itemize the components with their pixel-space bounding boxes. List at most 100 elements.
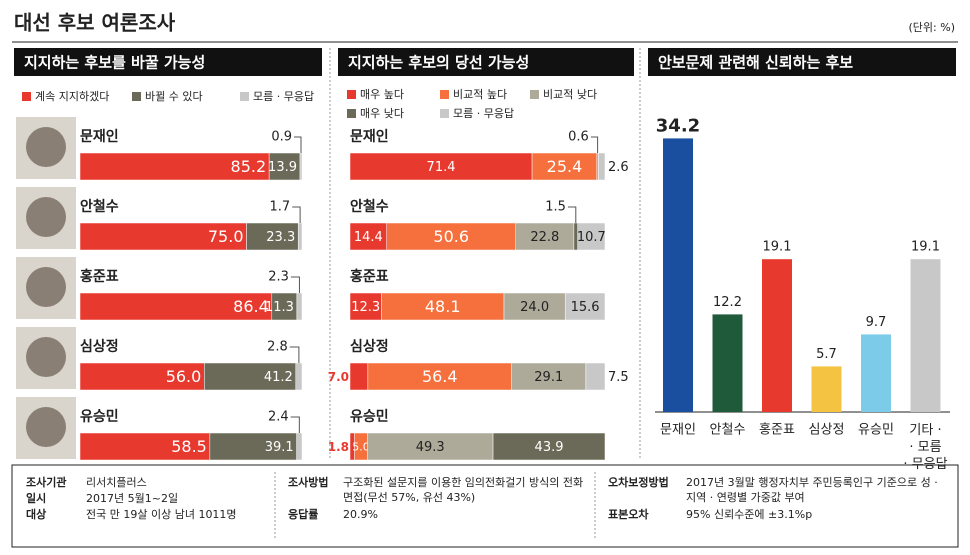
legend-swatch: [347, 90, 356, 99]
legend-swatch: [132, 92, 141, 101]
bar-segment: [79, 432, 211, 461]
panel-header: [648, 48, 956, 76]
bar-segment: [271, 292, 298, 321]
legend-label: 계속 지지하겠다: [35, 89, 109, 103]
footer-label: 표본오차: [608, 508, 649, 521]
value-label: 2.4: [268, 410, 289, 425]
legend-label: 매우 높다: [360, 88, 404, 101]
value-label: 86.4: [233, 297, 269, 316]
x-tick-label: 안철수: [710, 423, 746, 438]
leader-line: [290, 276, 300, 293]
value-label: 9.7: [866, 315, 887, 330]
footer-text: 2017년 3월말 행정자치부 주민등록인구 기준으로 성 · 지역 · 연령별…: [686, 476, 938, 504]
legend-label: 비교적 높다: [453, 88, 507, 101]
candidate-photo: [26, 407, 66, 447]
leader-line: [289, 346, 300, 363]
legend-swatch: [347, 109, 356, 118]
bar-segment: [503, 292, 566, 321]
x-tick-label: 기타 · · 모름 · 무응답: [903, 423, 947, 472]
footer-text: 전국 만 19살 이상 남녀 1011명: [86, 508, 237, 521]
bar-segment: [531, 152, 598, 181]
value-label: 85.2: [231, 157, 267, 176]
bar-segment: [381, 292, 505, 321]
bar-segment: [295, 362, 303, 391]
bar: [861, 334, 891, 412]
candidate-name: 홍준표: [350, 268, 389, 285]
bar-segment: [598, 152, 606, 181]
footer-text: 95% 신뢰수준에 ±3.1%p: [686, 508, 813, 521]
footer-item: 조사방법 구조화된 설문지를 이용한 임의전화걸기 방식의 전화면접(무선 57%…: [280, 475, 590, 505]
candidate-photo: [26, 267, 66, 307]
footer-text: 2017년 5월1~2일: [86, 492, 179, 505]
value-label: 10.7: [577, 230, 606, 245]
candidate-name: 안철수: [350, 198, 389, 215]
bar-segment: [204, 362, 297, 391]
bar-segment: [585, 362, 606, 391]
value-label: 5.7: [816, 347, 837, 362]
value-label: 50.6: [433, 227, 469, 246]
legend-swatch: [440, 109, 449, 118]
value-label: 2.6: [608, 160, 629, 175]
value-label: 1.7: [270, 200, 291, 215]
candidate-photo: [26, 197, 66, 237]
footer-label: 응답률: [288, 508, 319, 521]
value-label: 11.3: [265, 300, 294, 315]
bar-segment: [79, 222, 247, 251]
candidate-name: 문재인: [80, 128, 119, 145]
x-tick-label: 문재인: [660, 423, 696, 438]
footer-item: 응답률 20.9%: [280, 507, 590, 522]
bar-segment: [296, 292, 303, 321]
bar-segment: [367, 362, 512, 391]
value-label: 22.8: [530, 230, 559, 245]
value-label: 5.0: [352, 441, 370, 454]
leader-line: [290, 416, 300, 433]
value-label: 48.1: [425, 297, 461, 316]
value-label: 29.1: [534, 370, 563, 385]
legend-label: 바뀔 수 있다: [145, 90, 203, 103]
value-label: 0.9: [271, 130, 292, 145]
value-label: 2.3: [268, 270, 289, 285]
legend-label: 비교적 낮다: [543, 88, 597, 101]
bar-segment: [297, 222, 303, 251]
footer-item: 일시 2017년 5월1~2일: [18, 491, 273, 506]
candidate-name: 안철수: [80, 198, 119, 215]
bar-segment: [515, 222, 575, 251]
value-label: 1.8: [328, 440, 349, 454]
legend-swatch: [440, 90, 449, 99]
bar-segment: [564, 292, 606, 321]
value-label: 7.0: [328, 370, 349, 384]
value-label: 24.0: [520, 300, 549, 315]
leader-line: [292, 206, 301, 223]
footer-box: [11, 464, 959, 548]
panel-header: [14, 48, 322, 76]
footer-item: 표본오차 95% 신뢰수준에 ±3.1%p: [600, 507, 950, 522]
value-label: 1.5: [545, 200, 566, 215]
bar-segment: [299, 152, 303, 181]
bar: [762, 259, 792, 412]
bar: [811, 366, 842, 412]
bar-segment: [492, 432, 606, 461]
footer-item: 대상 전국 만 19살 이상 남녀 1011명: [18, 507, 273, 522]
panel-title: 안보문제 관련해 신뢰하는 후보: [658, 54, 853, 72]
panel-header: [338, 48, 634, 76]
candidate-name: 심상정: [350, 338, 389, 355]
panel-title: 지지하는 후보의 당선 가능성: [348, 54, 529, 72]
footer-text: 리서치플러스: [86, 476, 147, 489]
bar-segment: [79, 152, 270, 181]
value-label: 56.4: [422, 367, 458, 386]
value-label: 12.3: [351, 300, 380, 315]
value-label: 56.0: [166, 367, 202, 386]
bar: [663, 138, 693, 412]
value-label: 34.2: [656, 115, 700, 136]
legend-swatch: [22, 92, 31, 101]
leader-line: [590, 136, 599, 153]
value-label: 7.5: [608, 370, 629, 385]
legend-label: 모름 · 무응답: [453, 107, 514, 120]
legend-label: 매우 낮다: [360, 107, 404, 120]
candidate-name: 유승민: [80, 408, 119, 425]
footer-label: 오차보정방법: [608, 476, 669, 489]
bar-segment: [209, 432, 297, 461]
bar-segment: [296, 432, 303, 461]
bar-segment: [79, 292, 273, 321]
legend-label: 모름 · 무응답: [253, 90, 314, 103]
